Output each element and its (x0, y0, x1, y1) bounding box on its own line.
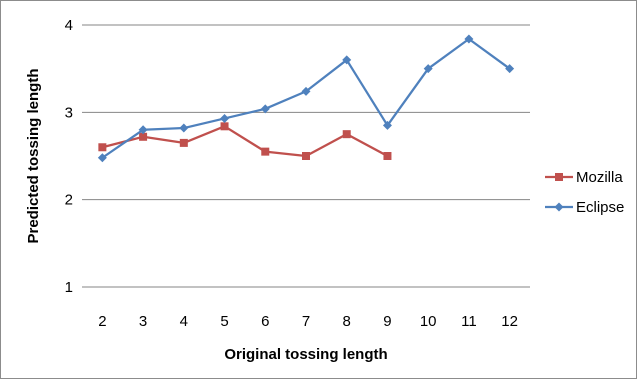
series-line-mozilla (102, 125, 388, 158)
series-layer (97, 34, 515, 163)
data-point-mozilla (179, 138, 188, 147)
data-point-mozilla (342, 130, 351, 139)
x-tick-label: 4 (180, 313, 188, 330)
data-point-eclipse (464, 34, 474, 44)
y-axis-ticks: 1 2 3 4 (65, 17, 73, 296)
legend: Mozilla Eclipse (545, 169, 624, 216)
x-tick-label: 7 (302, 313, 310, 330)
y-axis-title: Predicted tossing length (25, 68, 42, 243)
data-point-eclipse (220, 113, 230, 123)
x-tick-label: 11 (461, 313, 477, 330)
x-tick-label: 2 (98, 313, 106, 330)
legend-item-mozilla: Mozilla (545, 169, 623, 186)
legend-marker-mozilla (555, 173, 563, 181)
data-point-mozilla (220, 122, 229, 131)
x-tick-label: 6 (261, 313, 269, 330)
data-point-eclipse (179, 123, 189, 133)
series-eclipse (97, 34, 515, 163)
x-tick-label: 8 (343, 313, 351, 330)
series-mozilla (98, 122, 392, 160)
legend-item-eclipse: Eclipse (545, 199, 624, 216)
data-point-eclipse (382, 120, 392, 130)
x-tick-label: 10 (420, 313, 437, 330)
x-tick-label: 3 (139, 313, 147, 330)
x-axis-title: Original tossing length (224, 346, 387, 363)
x-tick-label: 12 (501, 313, 518, 330)
gridlines (82, 24, 530, 201)
data-point-mozilla (261, 147, 270, 156)
data-point-eclipse (301, 86, 311, 96)
legend-marker-eclipse (554, 202, 564, 212)
data-point-mozilla (302, 152, 310, 160)
legend-label-mozilla: Mozilla (576, 169, 623, 186)
data-point-eclipse (423, 64, 433, 74)
y-tick-label: 2 (65, 192, 73, 209)
data-point-eclipse (260, 104, 270, 114)
data-point-mozilla (139, 132, 148, 141)
x-axis-ticks: 2 3 4 5 6 7 8 9 10 11 12 (98, 313, 518, 330)
y-tick-label: 1 (65, 279, 73, 296)
data-point-mozilla (98, 143, 107, 152)
data-point-eclipse (138, 125, 148, 135)
x-tick-label: 5 (220, 313, 228, 330)
data-point-eclipse (342, 55, 352, 65)
legend-label-eclipse: Eclipse (576, 199, 624, 216)
data-point-eclipse (97, 153, 107, 163)
x-tick-label: 9 (383, 313, 391, 330)
data-point-mozilla (383, 152, 392, 160)
y-tick-label: 4 (65, 17, 73, 34)
y-tick-label: 3 (65, 104, 73, 121)
data-point-eclipse (505, 64, 515, 74)
